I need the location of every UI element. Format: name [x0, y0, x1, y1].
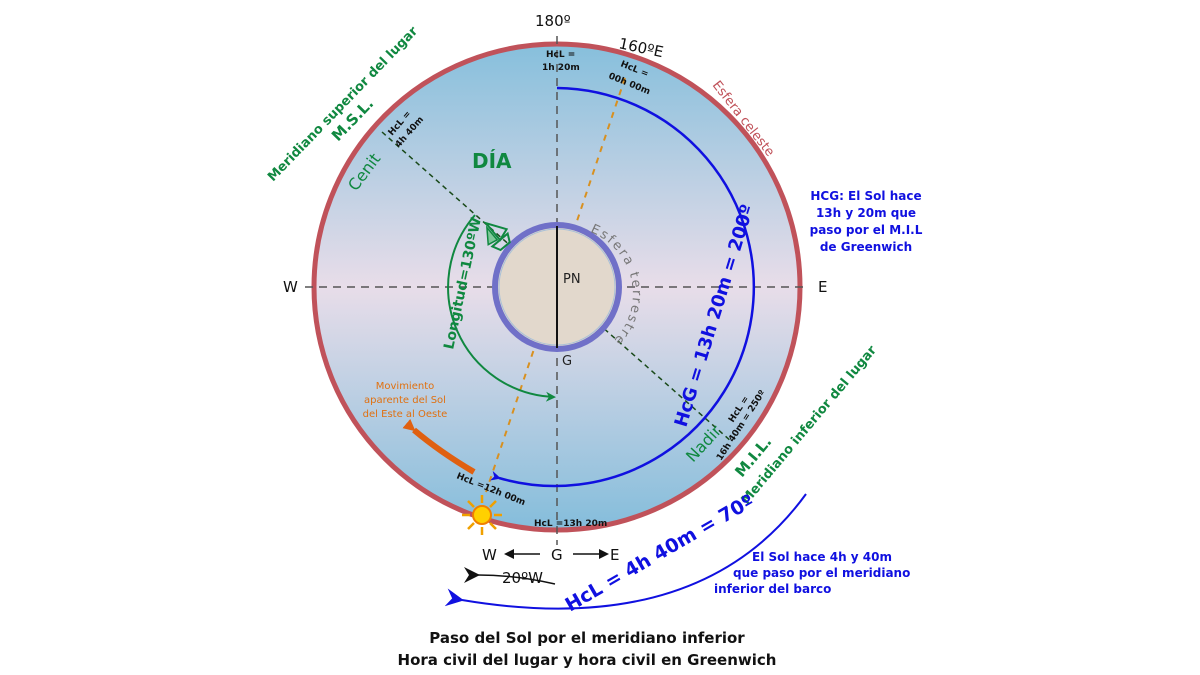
ship-icon [482, 221, 511, 252]
longitude-arc [447, 214, 556, 402]
cenit-nadir-line [381, 131, 733, 443]
movimiento-line2: aparente del Sol [364, 395, 446, 406]
caption-line2: Hora civil del lugar y hora civil en Gre… [398, 651, 777, 669]
hcg-note-line1: HCG: El Sol hace [810, 189, 921, 203]
dia-label: DÍA [472, 149, 512, 173]
bottom-w-label: W [482, 546, 497, 564]
hcg-note-line4: de Greenwich [820, 240, 912, 254]
movimiento-line3: del Este al Oeste [363, 409, 448, 420]
w20-arrow [463, 566, 556, 585]
hcg-arc [489, 86, 755, 488]
w20-label: 20ºW [502, 569, 543, 587]
hcg-note-line2: 13h y 20m que [816, 206, 916, 220]
label-e: E [818, 278, 827, 296]
hcl-1h20-l2: 1h 20m [542, 63, 580, 73]
pn-label: PN [563, 272, 581, 287]
label-180: 180º [535, 12, 571, 30]
bottom-g-label: G [551, 546, 563, 564]
label-w: W [283, 278, 298, 296]
sun-motion-arrow [402, 418, 476, 475]
hcl-1h20-l1: HcL = [546, 50, 575, 60]
sol-note-line3: inferior del barco [714, 582, 831, 596]
sol-note-line2: que paso por el meridiano [733, 566, 910, 580]
movimiento-line1: Movimiento [376, 381, 435, 392]
g-label: G [562, 354, 572, 369]
hcg-note-line3: paso por el M.I.L [810, 223, 923, 237]
sun-icon [462, 495, 502, 535]
hcl-13h20-label: HcL =13h 20m [534, 519, 607, 529]
sol-note-line1: El Sol hace 4h y 40m [752, 550, 892, 564]
caption-line1: Paso del Sol por el meridiano inferior [429, 629, 745, 647]
hcl-arc [444, 493, 807, 610]
bottom-e-label: E [610, 546, 619, 564]
